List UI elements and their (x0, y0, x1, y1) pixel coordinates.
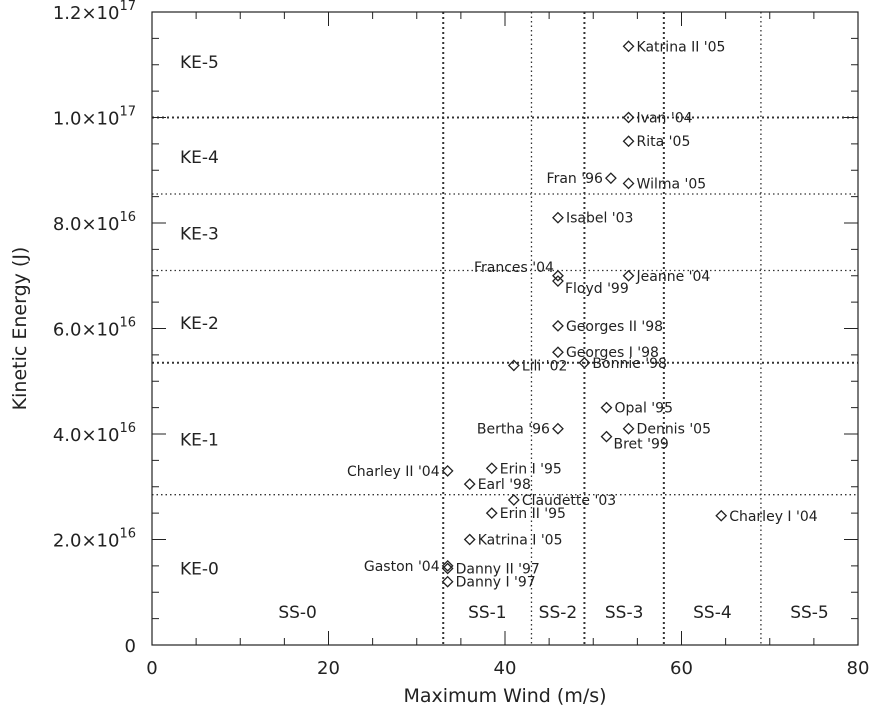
y-tick-label: 2.0×1016 (53, 527, 136, 552)
y-tick-label: 1.2×1017 (53, 0, 136, 24)
data-point-label: Erin I '95 (500, 461, 562, 477)
data-point-marker (441, 465, 454, 477)
data-point-label: Gaston '04 (364, 559, 440, 575)
ke-category-label: KE-1 (180, 430, 219, 450)
y-tick-label: 4.0×1016 (53, 421, 136, 446)
plot-frame (151, 11, 859, 646)
data-point-marker (463, 533, 476, 546)
y-tick-label: 6.0×1016 (53, 316, 136, 341)
ke-category-label: KE-0 (180, 560, 219, 580)
data-point-label: Bret '99 (613, 437, 668, 453)
x-tick-label: 80 (847, 658, 870, 679)
data-point-marker (578, 356, 591, 369)
data-point-label: Ivan '04 (637, 111, 693, 127)
x-tick-label: 0 (146, 658, 157, 679)
data-point-marker (552, 319, 564, 332)
data-point-marker (552, 269, 564, 282)
ss-category-label: SS-1 (468, 603, 507, 623)
data-point-marker (552, 275, 564, 287)
data-point-label: Bertha '96 (477, 422, 550, 438)
x-tick-label: 60 (670, 658, 693, 679)
ke-category-label: KE-3 (180, 225, 219, 245)
data-point-marker (715, 509, 728, 522)
data-point-label: Bonnie '98 (592, 356, 667, 372)
ke-category-label: KE-2 (180, 314, 219, 334)
ss-category-label: SS-4 (693, 603, 732, 623)
data-point-marker (441, 562, 454, 575)
ss-category-label: SS-3 (605, 603, 644, 623)
y-tick-label: 8.0×1016 (53, 210, 136, 235)
data-point-marker (622, 135, 635, 148)
x-tick-label: 20 (317, 658, 340, 679)
data-point-label: Frances '04 (474, 260, 554, 276)
data-point-label: Isabel '03 (566, 211, 634, 227)
data-point-label: Katrina II '05 (637, 39, 726, 55)
ke-category-label: KE-4 (180, 148, 219, 168)
data-point-label: Georges I '98 (566, 345, 659, 361)
axes: 0 20 40 60 80 0 2.0×1016 4.0×1016 6.0×1016 8.0×1… (9, 0, 869, 707)
y-tick-label: 1.0×1017 (53, 105, 136, 130)
ss-category-label: SS-0 (278, 603, 317, 623)
data-point-label: Opal '95 (614, 401, 673, 417)
ke-category-label: KE-5 (180, 53, 219, 73)
data-point-label: Lili '02 (522, 358, 568, 374)
data-point-label: Fran '96 (547, 171, 603, 187)
ss-category-label: SS-5 (790, 603, 829, 623)
data-point-marker (552, 211, 564, 224)
data-point-marker (552, 422, 564, 435)
data-point-marker (600, 430, 613, 443)
data-point-marker (463, 478, 476, 491)
data-point-label: Danny I '97 (456, 575, 536, 591)
data-point-label: Erin II '95 (500, 506, 566, 522)
ss-category-label: SS-2 (539, 603, 578, 623)
data-point-marker (604, 172, 617, 185)
data-point-label: Katrina I '05 (478, 533, 563, 549)
data-point-marker (507, 359, 520, 372)
data-point-label: Dennis '05 (637, 422, 711, 438)
data-point-marker (441, 575, 454, 588)
data-point-marker (622, 269, 635, 282)
data-point-marker (622, 422, 635, 435)
data-point-label: Claudette '03 (522, 493, 616, 509)
data-point-marker (622, 40, 635, 53)
y-axis-title: Kinetic Energy (J) (9, 247, 31, 411)
data-point-label: Earl '98 (478, 477, 531, 493)
x-axis-ticks: 0 20 40 60 80 (146, 12, 869, 679)
data-point-marker (485, 507, 498, 520)
data-point-label: Charley I '04 (729, 509, 818, 525)
threshold-lines (152, 12, 858, 645)
x-tick-label: 40 (494, 658, 517, 679)
data-point-label: Jeanne '04 (636, 269, 711, 285)
data-point-marker (622, 177, 635, 190)
data-point-label: Georges II '98 (566, 319, 663, 335)
data-point-marker (552, 346, 564, 359)
x-axis-title: Maximum Wind (m/s) (403, 685, 606, 707)
y-axis-ticks: 0 2.0×1016 4.0×1016 6.0×1016 8.0×1016 1.0×101… (53, 0, 858, 657)
y-tick-label: 0 (125, 636, 136, 657)
data-point-label: Floyd '99 (565, 281, 629, 297)
data-point-label: Danny II '97 (456, 562, 540, 578)
data-point-label: Wilma '05 (637, 176, 707, 192)
data-point-marker (507, 494, 520, 506)
data-point-marker (600, 401, 613, 414)
region-labels: SS-0 SS-1 SS-2 SS-3 SS-4 SS-5 KE-0 KE-1 KE-2 KE-3… (180, 53, 829, 623)
data-point-label: Rita '05 (637, 134, 691, 150)
data-points: Katrina II '05 Ivan '04 Rita '05 Fran '96 Wi… (347, 39, 818, 590)
data-point-marker (485, 462, 498, 475)
data-point-label: Charley II '04 (347, 464, 440, 480)
data-point-marker (441, 559, 454, 572)
data-point-marker (622, 111, 635, 124)
